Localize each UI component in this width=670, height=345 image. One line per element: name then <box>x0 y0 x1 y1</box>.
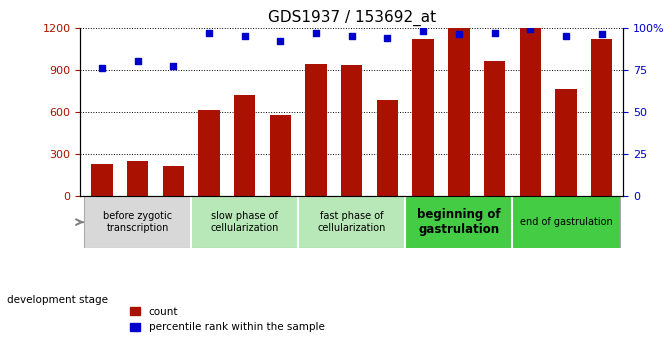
Text: development stage: development stage <box>7 295 108 305</box>
Point <box>96 65 107 71</box>
FancyBboxPatch shape <box>405 196 513 248</box>
Point <box>418 28 429 34</box>
Point <box>204 30 214 36</box>
Text: end of gastrulation: end of gastrulation <box>520 217 612 227</box>
Bar <box>341 66 362 196</box>
Point <box>596 32 607 37</box>
Point <box>168 63 179 69</box>
Title: GDS1937 / 153692_at: GDS1937 / 153692_at <box>268 10 436 26</box>
Text: fast phase of
cellularization: fast phase of cellularization <box>318 211 386 233</box>
Point <box>132 59 143 64</box>
Point <box>311 30 322 36</box>
Point <box>561 33 572 39</box>
Bar <box>484 61 505 196</box>
Point <box>489 30 500 36</box>
Point <box>346 33 357 39</box>
Point <box>454 32 464 37</box>
Bar <box>269 115 291 196</box>
Point <box>239 33 250 39</box>
Bar <box>519 28 541 196</box>
Bar <box>127 161 148 196</box>
Bar <box>163 166 184 196</box>
Text: beginning of
gastrulation: beginning of gastrulation <box>417 208 500 236</box>
Bar <box>555 89 577 196</box>
Bar <box>591 39 612 196</box>
Point <box>382 35 393 40</box>
Text: slow phase of
cellularization: slow phase of cellularization <box>210 211 279 233</box>
Bar <box>448 26 470 196</box>
FancyBboxPatch shape <box>513 196 620 248</box>
FancyBboxPatch shape <box>298 196 405 248</box>
Bar <box>306 64 327 196</box>
Bar <box>377 100 398 196</box>
FancyBboxPatch shape <box>191 196 298 248</box>
Text: before zygotic
transcription: before zygotic transcription <box>103 211 172 233</box>
Legend: count, percentile rank within the sample: count, percentile rank within the sample <box>126 303 329 336</box>
Point <box>275 38 285 44</box>
Bar <box>413 39 434 196</box>
Bar <box>198 110 220 196</box>
FancyBboxPatch shape <box>84 196 191 248</box>
Point <box>525 27 535 32</box>
Bar <box>91 164 113 196</box>
Bar <box>234 95 255 196</box>
